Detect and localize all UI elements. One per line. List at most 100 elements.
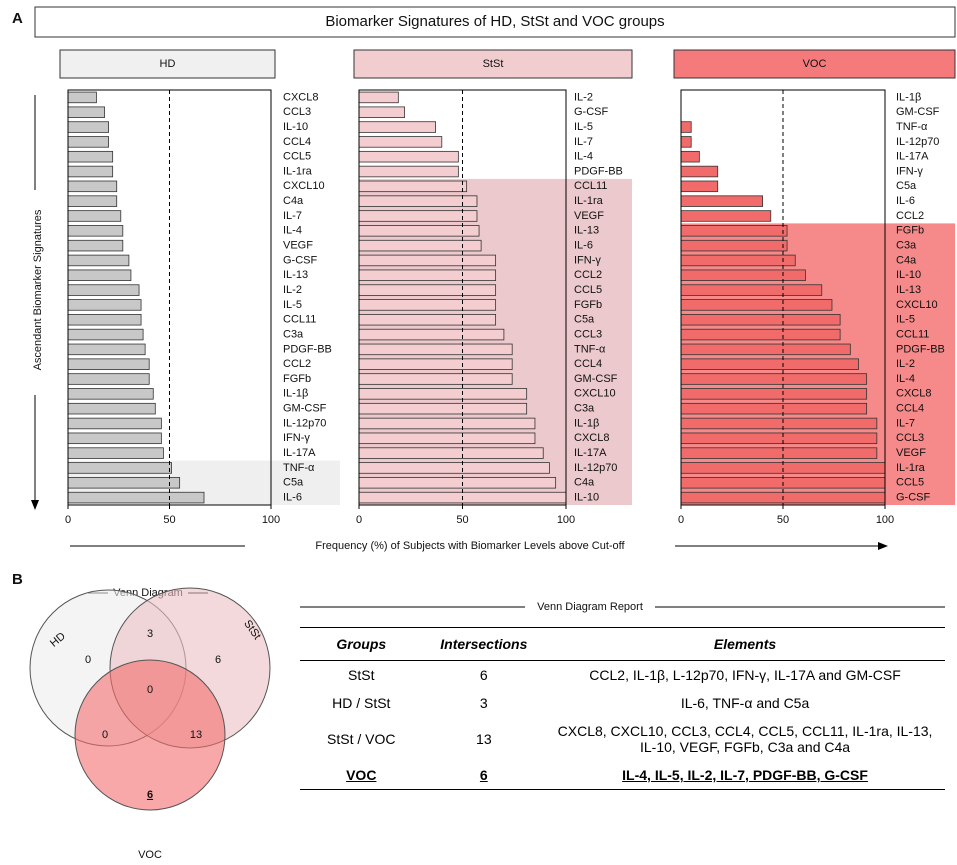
arrow-head: [878, 542, 888, 550]
bar: [67, 106, 105, 118]
table-title: Venn Diagram Report: [537, 601, 643, 613]
bar: [680, 225, 788, 237]
bar: [680, 447, 878, 459]
bar: [358, 358, 513, 370]
category-label: IL-17A: [283, 447, 316, 459]
category-label: IL-1ra: [896, 462, 926, 474]
bar: [358, 299, 497, 311]
category-label: C3a: [283, 328, 304, 340]
category-label: IL-1β: [574, 417, 599, 429]
bar: [680, 388, 868, 400]
category-label: IL-17A: [896, 151, 929, 163]
bar: [67, 254, 130, 267]
bar: [358, 343, 513, 356]
bar: [680, 299, 833, 311]
category-label: FGFb: [896, 225, 924, 237]
bar: [680, 210, 772, 222]
venn-count: 6: [147, 789, 153, 801]
bar: [67, 239, 124, 252]
category-label: IL-13: [283, 269, 308, 281]
category-label: G-CSF: [896, 491, 931, 503]
category-label: IL-4: [896, 373, 915, 385]
category-label: CCL11: [896, 328, 929, 340]
bar: [680, 358, 859, 370]
bar: [67, 343, 146, 356]
table-row: VOC 6 IL-4, IL-5, IL-2, IL-7, PDGF-BB, G-C…: [300, 761, 945, 790]
category-label: CCL4: [896, 403, 924, 415]
category-label: C3a: [896, 240, 917, 252]
bar: [680, 150, 700, 163]
bar: [680, 402, 868, 415]
y-axis-label: Ascendant Biomarker Signatures: [32, 209, 44, 370]
x-tick-label: 0: [678, 514, 684, 526]
table-cell: IL-4, IL-5, IL-2, IL-7, PDGF-BB, G-CSF: [545, 761, 945, 790]
category-label: CCL2: [283, 358, 311, 370]
x-tick-label: 0: [65, 514, 71, 526]
category-label: IL-1β: [896, 91, 921, 103]
category-label: IL-6: [283, 491, 302, 503]
category-label: CCL3: [896, 432, 924, 444]
category-label: TNF-α: [896, 121, 928, 133]
category-label: IFN-γ: [574, 254, 601, 266]
bar: [358, 180, 468, 193]
table-cell: 6: [479, 667, 488, 683]
bar: [680, 195, 763, 207]
category-label: IL-5: [574, 121, 593, 133]
venn-set-label: VOC: [138, 849, 162, 861]
venn-count: 0: [147, 684, 153, 696]
category-label: CXCL10: [574, 388, 616, 400]
bar: [67, 447, 164, 459]
category-label: PDGF-BB: [574, 165, 623, 177]
category-label: CCL2: [574, 269, 602, 281]
table-cell: VOC: [300, 761, 423, 790]
category-label: IL-1β: [283, 388, 308, 400]
panel-label: A: [12, 10, 23, 27]
title-box: [34, 6, 956, 38]
table-row: StSt / VOC 13 CXCL8, CXCL10, CCL3, CCL4, C…: [300, 717, 945, 761]
category-label: CXCL10: [896, 299, 938, 311]
bar: [67, 358, 150, 370]
category-label: C5a: [283, 477, 304, 489]
bar: [67, 210, 122, 222]
category-label: CCL11: [283, 314, 316, 326]
column-header: Elements: [545, 627, 945, 661]
category-label: IL-5: [896, 314, 915, 326]
panel-header: [353, 49, 633, 79]
bar: [67, 491, 205, 504]
category-label: GM-CSF: [896, 106, 940, 118]
bar: [67, 136, 109, 148]
bar: [358, 269, 497, 282]
category-label: TNF-α: [283, 462, 315, 474]
bar: [680, 165, 719, 178]
table-cell: StSt: [348, 667, 375, 683]
category-label: IL-13: [896, 284, 921, 296]
category-label: C5a: [896, 180, 917, 192]
table-cell: StSt / VOC: [327, 731, 396, 747]
bar: [67, 269, 132, 282]
x-tick-label: 50: [456, 514, 468, 526]
chart-title: Biomarker Signatures of HD, StSt and VOC…: [325, 13, 664, 30]
category-label: FGFb: [574, 299, 602, 311]
bar: [358, 447, 544, 459]
bar: [67, 477, 181, 489]
x-tick-label: 50: [777, 514, 789, 526]
bar: [358, 388, 528, 400]
category-label: IL-12p70: [574, 462, 617, 474]
category-label: IL-2: [283, 284, 302, 296]
bar: [358, 121, 436, 133]
bar: [67, 373, 150, 385]
table-cell: 3: [479, 695, 488, 711]
panel-label: B: [12, 571, 23, 588]
bar: [67, 284, 140, 296]
category-label: VEGF: [896, 447, 926, 459]
bar: [680, 313, 841, 326]
category-label: IL-10: [283, 121, 308, 133]
category-label: VEGF: [574, 210, 604, 222]
bar: [680, 373, 868, 385]
x-tick-label: 100: [876, 514, 894, 526]
category-label: CCL5: [283, 151, 311, 163]
bar: [67, 299, 142, 311]
bar: [358, 136, 443, 148]
category-label: CCL5: [896, 477, 924, 489]
